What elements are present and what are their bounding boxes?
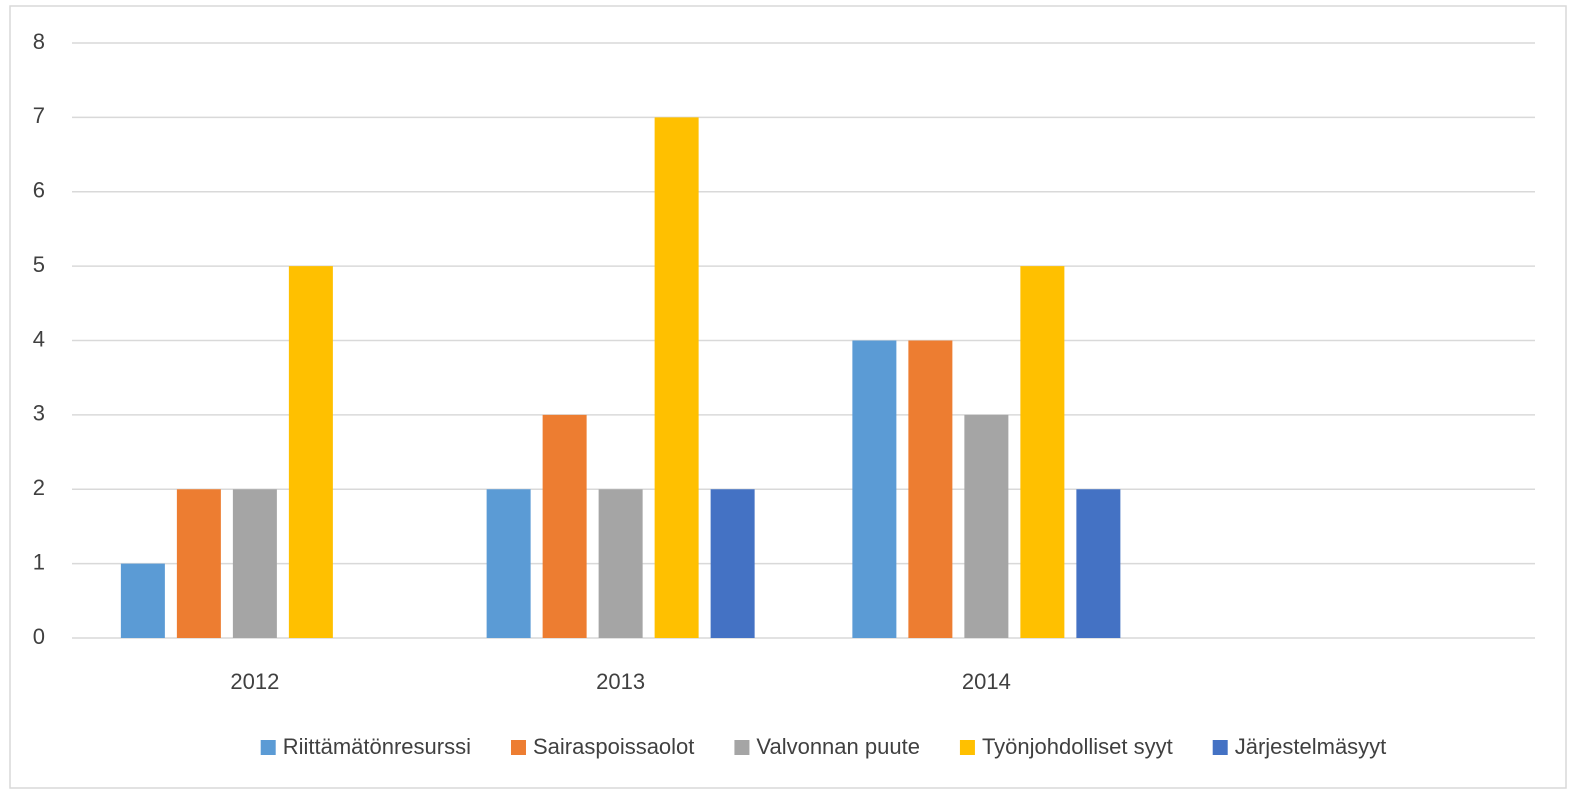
legend-swatch (1212, 740, 1228, 755)
legend-label: Järjestelmäsyyt (1235, 734, 1387, 759)
bar (852, 340, 897, 638)
bar (176, 489, 221, 638)
y-tick-label: 5 (33, 252, 45, 277)
legend-label: Riittämätönresurssi (283, 734, 471, 759)
bar (908, 340, 953, 638)
legend-item: Riittämätönresurssi (260, 734, 471, 759)
bar (964, 414, 1009, 638)
bar (288, 266, 333, 638)
legend-item: Valvonnan puute (734, 734, 920, 759)
legend-swatch (510, 740, 526, 755)
y-tick-label: 3 (33, 401, 45, 426)
bar (542, 414, 587, 638)
bar (1076, 489, 1121, 638)
x-tick-label: 2013 (596, 669, 645, 694)
x-tick-label: 2012 (230, 669, 279, 694)
y-tick-label: 6 (33, 178, 45, 203)
chart-frame (9, 5, 1567, 789)
legend-swatch (734, 740, 750, 755)
y-tick-label: 4 (33, 326, 45, 351)
bar (1020, 266, 1065, 638)
y-tick-label: 1 (33, 549, 45, 574)
x-tick-label: 2014 (962, 669, 1011, 694)
legend-label: Valvonnan puute (756, 734, 920, 759)
bar (486, 489, 531, 638)
y-tick-label: 7 (33, 103, 45, 128)
bar (120, 563, 165, 638)
bar (654, 117, 699, 638)
legend-swatch (260, 740, 276, 755)
legend-item: Työnjohdolliset syyt (959, 734, 1173, 759)
y-tick-label: 8 (33, 29, 45, 54)
bar (598, 489, 643, 638)
legend-label: Sairaspoissaolot (533, 734, 694, 759)
bar (710, 489, 755, 638)
legend-label: Työnjohdolliset syyt (982, 734, 1173, 759)
bar (232, 489, 277, 638)
legend-item: Sairaspoissaolot (510, 734, 694, 759)
legend-swatch (959, 740, 975, 755)
y-tick-label: 0 (33, 624, 45, 649)
y-tick-label: 2 (33, 475, 45, 500)
legend-item: Järjestelmäsyyt (1212, 734, 1387, 759)
